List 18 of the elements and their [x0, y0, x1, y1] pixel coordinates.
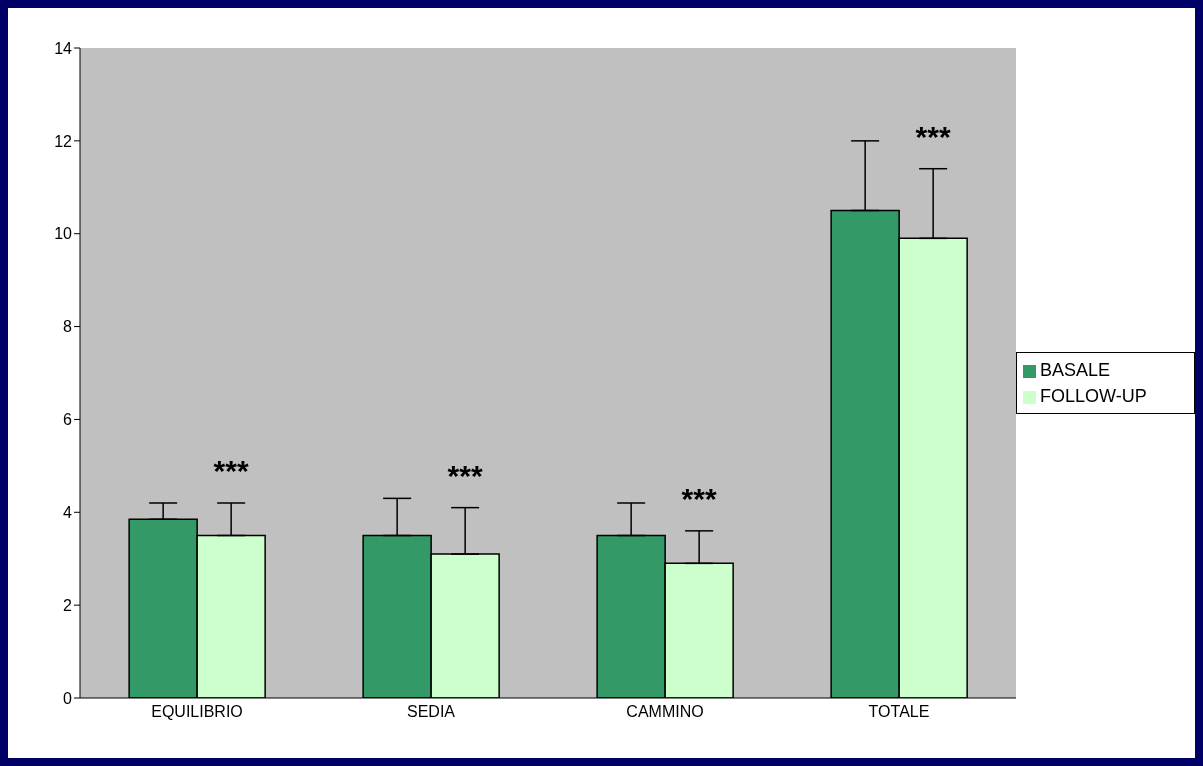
y-tick-label: 12 [54, 132, 73, 150]
legend-label: BASALE [1040, 360, 1111, 380]
x-tick-label: EQUILIBRIO [151, 703, 243, 721]
annotation: *** [681, 481, 717, 515]
legend-label: FOLLOW-UP [1040, 386, 1147, 406]
y-tick-label: 6 [63, 411, 73, 429]
y-tick-label: 0 [63, 689, 73, 707]
y-tick-label: 2 [63, 596, 73, 614]
y-tick-label: 8 [63, 318, 73, 336]
y-tick-label: 10 [54, 225, 73, 243]
y-tick-label: 4 [63, 503, 73, 521]
x-tick-label: CAMMINO [626, 703, 704, 721]
annotation: *** [915, 119, 951, 153]
x-tick-label: SEDIA [406, 703, 456, 721]
x-tick-label: TOTALE [868, 703, 930, 721]
annotation: *** [447, 458, 483, 492]
y-tick-label: 14 [54, 39, 73, 57]
annotation: *** [213, 454, 249, 487]
